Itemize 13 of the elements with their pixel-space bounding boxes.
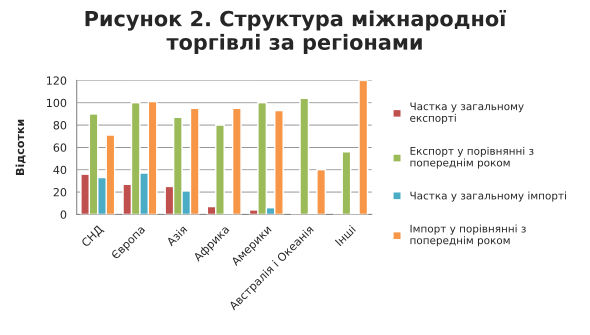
chart-title: Рисунок 2. Структура міжнародної торгівлі за регіонами <box>86 10 506 54</box>
y-tick-label: 60 <box>54 143 66 152</box>
y-tick-label: 40 <box>53 166 66 174</box>
legend-label: Експорт у порівнянні з попереднім роком <box>410 146 534 169</box>
y-tick-label: 120 <box>46 76 66 85</box>
y-tick-label: 20 <box>54 188 66 196</box>
y-tick-label: 80 <box>54 121 66 130</box>
legend-label: Частка у загальному імпорті <box>410 191 566 202</box>
legend-label: Імпорт у порівнянні з попереднім роком <box>410 224 526 246</box>
legend-label: Частка у загальному експорті <box>410 102 524 124</box>
y-tick-label: 100 <box>46 98 66 108</box>
y-tick-label: 0 <box>60 210 66 219</box>
y-axis-title: Відсотки <box>16 120 26 175</box>
